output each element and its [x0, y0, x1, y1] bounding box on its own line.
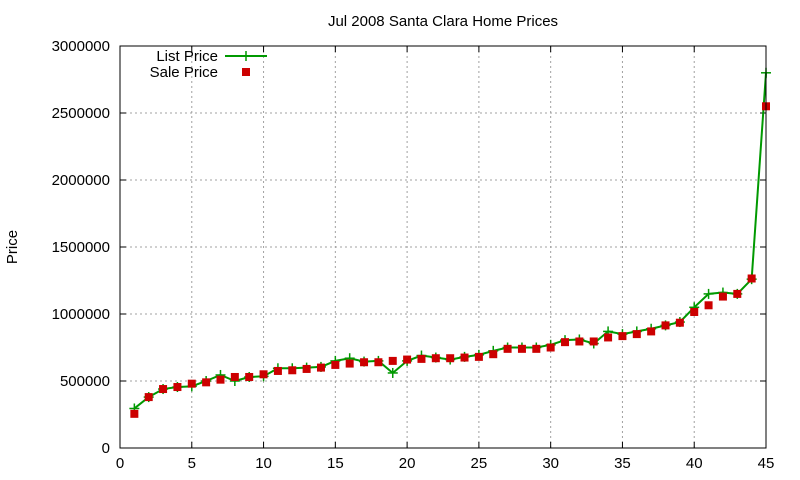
y-tick-label: 3000000 [52, 38, 110, 55]
point-sale-price [374, 358, 383, 367]
x-tick-label: 40 [686, 455, 703, 472]
point-sale-price [647, 327, 656, 336]
x-tick-label: 20 [399, 455, 416, 472]
point-sale-price [130, 409, 139, 418]
y-tick-label: 1000000 [52, 306, 110, 323]
point-sale-price [661, 321, 670, 330]
point-sale-price [431, 354, 440, 363]
x-tick-label: 45 [758, 455, 775, 472]
point-sale-price [331, 360, 340, 369]
point-sale-price [360, 358, 369, 367]
x-tick-label: 15 [327, 455, 344, 472]
point-sale-price [417, 354, 426, 363]
point-sale-price [187, 379, 196, 388]
point-sale-price [345, 359, 354, 368]
point-sale-price [604, 333, 613, 342]
point-sale-price [718, 292, 727, 301]
chart-title: Jul 2008 Santa Clara Home Prices [328, 13, 558, 30]
x-tick-label: 5 [188, 455, 196, 472]
point-sale-price [159, 385, 168, 394]
point-sale-price [561, 338, 570, 347]
x-tick-label: 35 [614, 455, 631, 472]
legend-label-list-price: List Price [156, 48, 218, 65]
point-sale-price [575, 337, 584, 346]
point-sale-price [216, 375, 225, 384]
x-tick-label: 0 [116, 455, 124, 472]
y-tick-label: 0 [102, 440, 110, 457]
x-tick-label: 10 [255, 455, 272, 472]
point-sale-price [259, 370, 268, 379]
point-sale-price [316, 363, 325, 372]
point-sale-price [302, 364, 311, 373]
point-sale-price [546, 343, 555, 352]
point-sale-price [173, 383, 182, 392]
point-sale-price [202, 378, 211, 387]
y-tick-label: 500000 [60, 373, 110, 390]
point-sale-price [245, 372, 254, 381]
x-tick-label: 30 [542, 455, 559, 472]
y-tick-label: 2500000 [52, 105, 110, 122]
point-sale-price [144, 393, 153, 402]
point-list-price [387, 367, 398, 378]
y-tick-label: 2000000 [52, 172, 110, 189]
point-sale-price [288, 366, 297, 375]
legend-swatch-list-price [225, 51, 267, 61]
point-sale-price [403, 355, 412, 364]
point-sale-price [230, 372, 239, 381]
y-tick-label: 1500000 [52, 239, 110, 256]
y-axis-label: Price [4, 230, 21, 264]
point-sale-price [446, 354, 455, 363]
point-sale-price [675, 318, 684, 327]
point-list-price [703, 288, 714, 299]
x-tick-labels: 0 5 10 15 20 25 30 35 40 45 [116, 455, 775, 472]
grid [120, 46, 766, 448]
legend-swatch-sale-price [242, 68, 250, 76]
point-sale-price [618, 332, 627, 341]
y-tick-labels: 0 500000 1000000 1500000 2000000 2500000 30000… [52, 38, 110, 457]
point-sale-price [632, 330, 641, 339]
legend-marker [242, 68, 250, 76]
point-sale-price [690, 307, 699, 316]
legend: List Price Sale Price [150, 48, 267, 81]
point-sale-price [489, 350, 498, 359]
legend-label-sale-price: Sale Price [150, 64, 218, 81]
point-sale-price [460, 353, 469, 362]
point-sale-price [704, 301, 713, 310]
point-sale-price [747, 274, 756, 283]
point-sale-price [733, 289, 742, 298]
plot-frame [119, 45, 767, 449]
point-sale-price [273, 366, 282, 375]
point-sale-price [474, 352, 483, 361]
point-sale-price [503, 344, 512, 353]
point-sale-price [532, 344, 541, 353]
series [129, 67, 771, 418]
point-sale-price [589, 337, 598, 346]
point-sale-price [388, 356, 397, 365]
point-sale-price [517, 344, 526, 353]
axis-ticks [119, 45, 767, 449]
x-tick-label: 25 [471, 455, 488, 472]
legend-marker [241, 51, 251, 61]
